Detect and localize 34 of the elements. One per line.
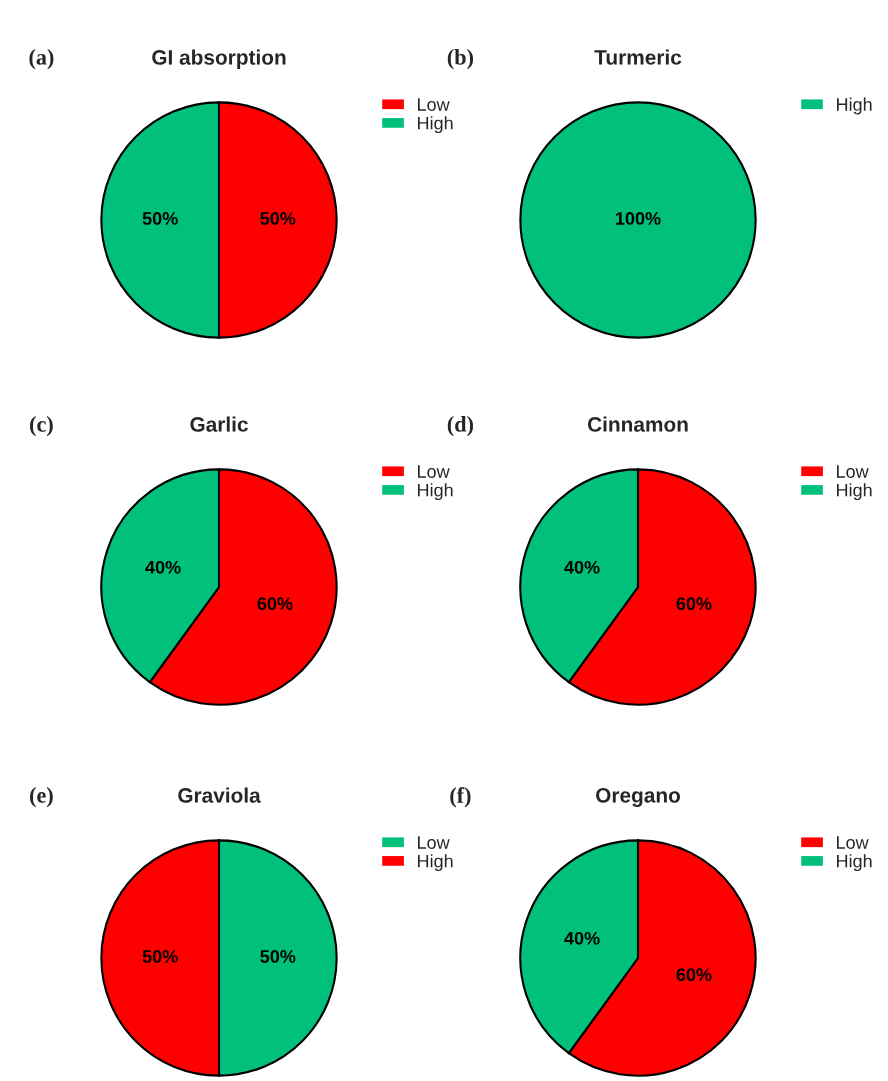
chart-title: Garlic	[190, 416, 248, 432]
data-label: 60%	[257, 597, 293, 611]
data-label: 60%	[676, 968, 712, 982]
legend-label: High	[418, 116, 453, 134]
data-label: 100%	[616, 212, 661, 225]
legend-label: Low	[418, 98, 450, 111]
legend-label: Low	[837, 465, 869, 478]
legend-label: Low	[837, 836, 869, 849]
data-label: 40%	[564, 931, 600, 945]
text: (d)	[447, 416, 473, 437]
data-label: 50%	[142, 212, 178, 225]
text: (e)	[30, 787, 53, 808]
legend-label: High	[837, 97, 872, 115]
legend-label: High	[837, 483, 872, 501]
text: (f)	[450, 787, 471, 808]
legend-label: Low	[418, 465, 450, 478]
chart-title: GI absorption	[152, 49, 286, 69]
data-label: 50%	[260, 950, 296, 963]
text: (b)	[447, 49, 473, 70]
data-label: 40%	[564, 560, 600, 574]
data-label: 50%	[142, 950, 178, 963]
chart-title: Turmeric	[594, 49, 682, 65]
legend-label: Low	[418, 836, 450, 849]
text: (a)	[29, 49, 54, 70]
legend-label: High	[837, 854, 872, 872]
data-label: 60%	[676, 597, 712, 611]
chart-title: Cinnamon	[587, 416, 688, 432]
legend-label: High	[418, 483, 453, 501]
data-label: 50%	[260, 212, 296, 225]
chart-title: Oregano	[596, 787, 681, 807]
legend-label: High	[418, 854, 453, 872]
data-label: 40%	[145, 560, 181, 574]
chart-title: Graviola	[178, 787, 261, 803]
text: (c)	[30, 416, 53, 437]
